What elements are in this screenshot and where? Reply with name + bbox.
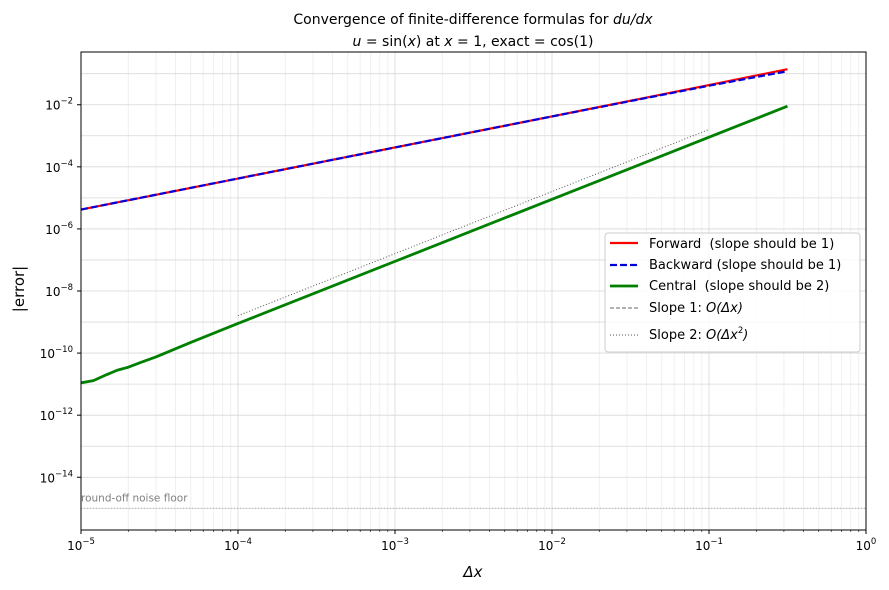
x-tick-label-base: 10 — [856, 539, 871, 553]
y-tick-label: 10−4 — [45, 159, 73, 175]
x-tick-label-base: 10 — [538, 539, 553, 553]
x-tick-label-exp: 0 — [871, 537, 876, 547]
legend-label-slope2: Slope 2: O(Δx2) — [649, 326, 748, 343]
chart-title-line1: Convergence of finite-difference formula… — [293, 12, 653, 28]
x-tick-label: 100 — [856, 537, 877, 553]
legend-label-slope1-text: Slope 1: — [649, 301, 706, 316]
x-tick-label-exp: −1 — [710, 537, 723, 547]
title-line2-plain-b: = sin( — [361, 34, 407, 50]
y-tick-label-base: 10 — [45, 99, 60, 113]
title-line2-math-b: x — [407, 34, 417, 50]
x-tick-label: 10−2 — [538, 537, 566, 553]
y-tick-label: 10−2 — [45, 97, 73, 113]
y-tick-label: 10−6 — [45, 221, 73, 237]
x-tick-label-base: 10 — [381, 539, 396, 553]
legend-label-slope2-end: ) — [742, 328, 748, 343]
y-tick-label: 10−8 — [45, 283, 73, 299]
legend-label-slope1: Slope 1: O(Δx) — [649, 301, 743, 316]
x-tick-label: 10−3 — [381, 537, 409, 553]
title-line2-math-a: u — [353, 34, 362, 50]
x-tick-label-base: 10 — [224, 539, 239, 553]
y-tick-label-exp: −10 — [55, 345, 73, 355]
annotations: round-off noise floor — [81, 493, 188, 505]
y-tick-label-exp: −4 — [60, 159, 73, 169]
x-tick-label: 10−5 — [67, 537, 95, 553]
legend-label-backward: Backward (slope should be 1) — [649, 258, 841, 273]
legend-box — [604, 232, 861, 353]
title-line1-math: du/dx — [613, 12, 653, 28]
x-tick-label-base: 10 — [67, 539, 82, 553]
chart-title-line2: u = sin(x) at x = 1, exact = cos(1) — [353, 34, 594, 50]
x-tick-label-exp: −3 — [396, 537, 409, 547]
x-axis-label: Δx — [462, 563, 482, 581]
plot-series — [81, 68, 866, 509]
legend: Forward (slope should be 1) Backward (sl… — [604, 232, 861, 353]
x-tick-label-base: 10 — [695, 539, 710, 553]
legend-label-slope2-text: Slope 2: — [649, 328, 706, 343]
x-tick-label-exp: −4 — [239, 537, 252, 547]
title-line2-plain-c: ) at — [416, 34, 444, 50]
series-central-line — [81, 104, 788, 385]
legend-label-slope2-math: O(Δx — [706, 328, 738, 343]
axis-ticks: 10−5 10−4 10−3 10−2 10−1 10010−1410−1210−1010… — [40, 97, 877, 553]
y-tick-label: 10−12 — [40, 407, 73, 423]
noise-floor-annotation: round-off noise floor — [81, 493, 188, 505]
y-tick-label-exp: −8 — [60, 283, 73, 293]
legend-label-slope1-math: O(Δx) — [706, 301, 743, 316]
x-tick-label: 10−4 — [224, 537, 252, 553]
y-tick-label-exp: −6 — [60, 221, 73, 231]
x-tick-label-exp: −5 — [82, 537, 95, 547]
series-backward-line — [81, 70, 788, 211]
title-line1-plain: Convergence of finite-difference formula… — [293, 12, 613, 28]
legend-label-forward: Forward (slope should be 1) — [649, 237, 834, 252]
y-tick-label-base: 10 — [45, 161, 60, 175]
y-tick-label-base: 10 — [45, 285, 60, 299]
title-line2-plain-d: = 1, exact = cos(1) — [453, 34, 594, 50]
y-tick-label: 10−14 — [40, 469, 73, 485]
y-tick-label-exp: −14 — [55, 469, 73, 479]
y-tick-label-base: 10 — [45, 223, 60, 237]
y-axis-label: |error| — [10, 266, 28, 312]
y-tick-label-base: 10 — [40, 471, 55, 485]
x-tick-label-exp: −2 — [553, 537, 566, 547]
y-tick-label-exp: −12 — [55, 407, 73, 417]
y-tick-label-base: 10 — [40, 347, 55, 361]
y-tick-label-base: 10 — [40, 409, 55, 423]
series-slope2-guide — [237, 128, 710, 317]
legend-label-slope2-sup: 2 — [738, 326, 743, 336]
y-tick-label: 10−10 — [40, 345, 73, 361]
y-tick-label-exp: −2 — [60, 97, 73, 107]
x-tick-label: 10−1 — [695, 537, 723, 553]
title-line2-math-c: x — [443, 34, 453, 50]
legend-label-central: Central (slope should be 2) — [649, 279, 829, 294]
